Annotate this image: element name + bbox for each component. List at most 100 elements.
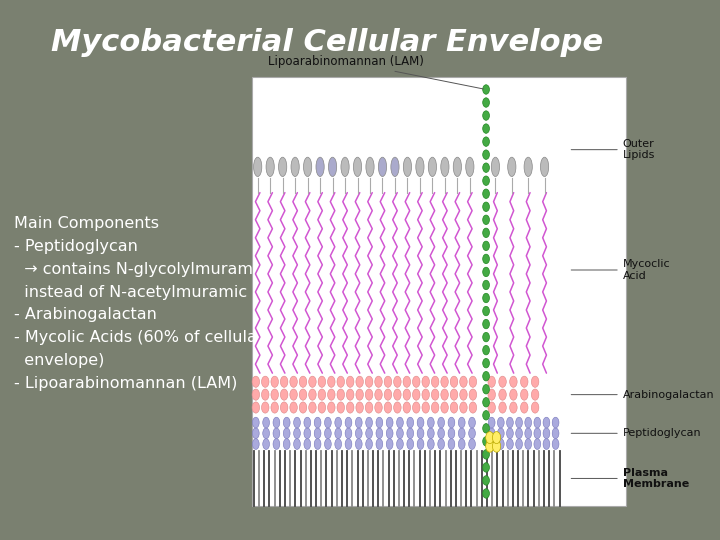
Ellipse shape	[309, 389, 316, 400]
Text: Mycoclic
Acid: Mycoclic Acid	[571, 259, 670, 281]
Ellipse shape	[507, 438, 513, 449]
Ellipse shape	[403, 389, 410, 400]
Ellipse shape	[482, 384, 490, 394]
Ellipse shape	[482, 111, 490, 120]
Ellipse shape	[482, 150, 490, 159]
Ellipse shape	[482, 372, 490, 381]
Ellipse shape	[428, 438, 434, 449]
Ellipse shape	[387, 417, 393, 428]
Ellipse shape	[394, 402, 401, 413]
Ellipse shape	[345, 428, 352, 438]
Ellipse shape	[403, 157, 412, 177]
Text: Mycobacterial Cellular Envelope: Mycobacterial Cellular Envelope	[51, 28, 603, 57]
Ellipse shape	[469, 402, 477, 413]
Ellipse shape	[300, 389, 307, 400]
Ellipse shape	[397, 417, 403, 428]
Ellipse shape	[482, 410, 490, 420]
Ellipse shape	[469, 438, 475, 449]
Ellipse shape	[284, 428, 290, 438]
Ellipse shape	[337, 376, 344, 387]
Ellipse shape	[284, 417, 290, 428]
Ellipse shape	[521, 376, 528, 387]
Ellipse shape	[376, 417, 383, 428]
Bar	[252, 77, 626, 507]
Ellipse shape	[384, 389, 392, 400]
Ellipse shape	[375, 376, 382, 387]
Ellipse shape	[290, 389, 297, 400]
Ellipse shape	[356, 438, 362, 449]
Ellipse shape	[273, 438, 280, 449]
Ellipse shape	[375, 389, 382, 400]
Ellipse shape	[397, 438, 403, 449]
Ellipse shape	[488, 428, 495, 438]
Ellipse shape	[469, 417, 475, 428]
Ellipse shape	[482, 437, 490, 446]
Ellipse shape	[366, 428, 372, 438]
Ellipse shape	[403, 376, 410, 387]
Ellipse shape	[366, 417, 372, 428]
Ellipse shape	[450, 389, 458, 400]
Ellipse shape	[365, 389, 373, 400]
Text: Peptidoglycan: Peptidoglycan	[571, 428, 701, 438]
Ellipse shape	[499, 389, 506, 400]
Ellipse shape	[328, 157, 337, 177]
Ellipse shape	[482, 333, 490, 342]
Ellipse shape	[346, 376, 354, 387]
Ellipse shape	[417, 417, 424, 428]
Text: Main Components
- Peptidoglycan
  → contains N-glycolylmuramic acid
  instead of: Main Components - Peptidoglycan → contai…	[14, 217, 305, 391]
Ellipse shape	[391, 157, 399, 177]
Ellipse shape	[459, 417, 465, 428]
Ellipse shape	[438, 428, 444, 438]
Ellipse shape	[482, 267, 490, 276]
Ellipse shape	[486, 440, 494, 452]
Ellipse shape	[422, 376, 429, 387]
Ellipse shape	[376, 428, 383, 438]
Ellipse shape	[271, 376, 279, 387]
Ellipse shape	[482, 346, 490, 355]
Ellipse shape	[482, 137, 490, 146]
Ellipse shape	[341, 157, 349, 177]
Ellipse shape	[552, 438, 559, 449]
Ellipse shape	[492, 440, 500, 452]
Ellipse shape	[482, 359, 490, 368]
Text: Plasma
Membrane: Plasma Membrane	[571, 468, 689, 489]
Ellipse shape	[448, 428, 455, 438]
Ellipse shape	[397, 428, 403, 438]
Ellipse shape	[448, 417, 455, 428]
Ellipse shape	[394, 376, 401, 387]
Ellipse shape	[521, 389, 528, 400]
Ellipse shape	[252, 402, 260, 413]
Ellipse shape	[531, 402, 539, 413]
Ellipse shape	[521, 402, 528, 413]
Ellipse shape	[552, 417, 559, 428]
Ellipse shape	[454, 157, 462, 177]
Ellipse shape	[469, 389, 477, 400]
Ellipse shape	[516, 417, 523, 428]
Ellipse shape	[263, 438, 269, 449]
Ellipse shape	[531, 376, 539, 387]
Ellipse shape	[499, 376, 506, 387]
Ellipse shape	[346, 402, 354, 413]
Ellipse shape	[422, 389, 429, 400]
Ellipse shape	[459, 428, 465, 438]
Ellipse shape	[459, 376, 467, 387]
Ellipse shape	[304, 438, 310, 449]
Ellipse shape	[261, 389, 269, 400]
Ellipse shape	[482, 293, 490, 303]
Ellipse shape	[486, 431, 494, 444]
Ellipse shape	[316, 157, 324, 177]
Ellipse shape	[413, 389, 420, 400]
Ellipse shape	[309, 402, 316, 413]
Ellipse shape	[438, 417, 444, 428]
Ellipse shape	[394, 389, 401, 400]
Ellipse shape	[482, 176, 490, 185]
Ellipse shape	[488, 417, 495, 428]
Ellipse shape	[314, 428, 321, 438]
Ellipse shape	[403, 402, 410, 413]
Ellipse shape	[516, 438, 523, 449]
Ellipse shape	[314, 417, 321, 428]
Ellipse shape	[488, 402, 495, 413]
Ellipse shape	[552, 428, 559, 438]
Ellipse shape	[498, 428, 504, 438]
Text: Arabinogalactan: Arabinogalactan	[571, 390, 714, 400]
